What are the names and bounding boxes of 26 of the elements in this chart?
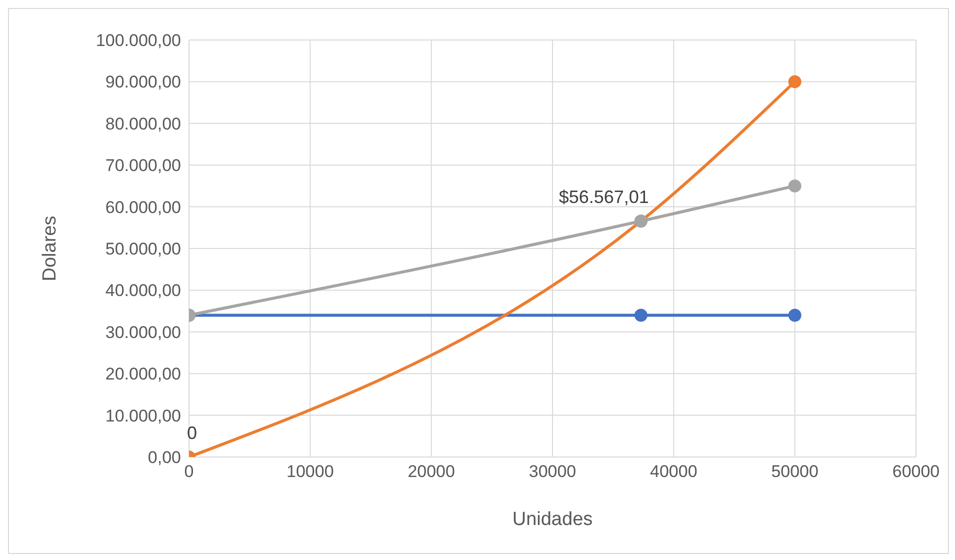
point <box>634 308 648 322</box>
x-axis-title: Unidades <box>512 509 593 530</box>
y-tick-label: 50.000,00 <box>105 240 181 259</box>
x-tick-label: 20000 <box>408 462 455 482</box>
x-tick-label: 0 <box>184 462 194 482</box>
y-tick-label: 100.000,00 <box>96 31 181 50</box>
annotation: $56.567,01 <box>558 187 649 208</box>
y-tick-label: 60.000,00 <box>105 198 181 217</box>
y-tick-label: 90.000,00 <box>105 72 181 92</box>
x-tick-label: 10000 <box>286 462 334 482</box>
y-tick-label: 0,00 <box>148 448 181 468</box>
x-tick-label: 30000 <box>528 462 576 482</box>
y-axis-title: Dolares <box>40 216 61 282</box>
y-tick-label: 10.000,00 <box>105 406 181 426</box>
point <box>788 179 802 192</box>
y-tick-label: 40.000,00 <box>105 281 181 300</box>
y-tick-label: 80.000,00 <box>105 114 181 134</box>
y-tick-label: 30.000,00 <box>105 322 181 342</box>
point <box>788 75 802 88</box>
x-tick-label: 60000 <box>892 462 940 482</box>
x-tick-label: 50000 <box>771 462 818 482</box>
point <box>788 308 802 322</box>
annotation: 0 <box>186 423 197 443</box>
y-tick-label: 20.000,00 <box>105 364 181 384</box>
y-tick-label: 70.000,00 <box>105 156 181 176</box>
x-tick-label: 40000 <box>650 462 698 482</box>
